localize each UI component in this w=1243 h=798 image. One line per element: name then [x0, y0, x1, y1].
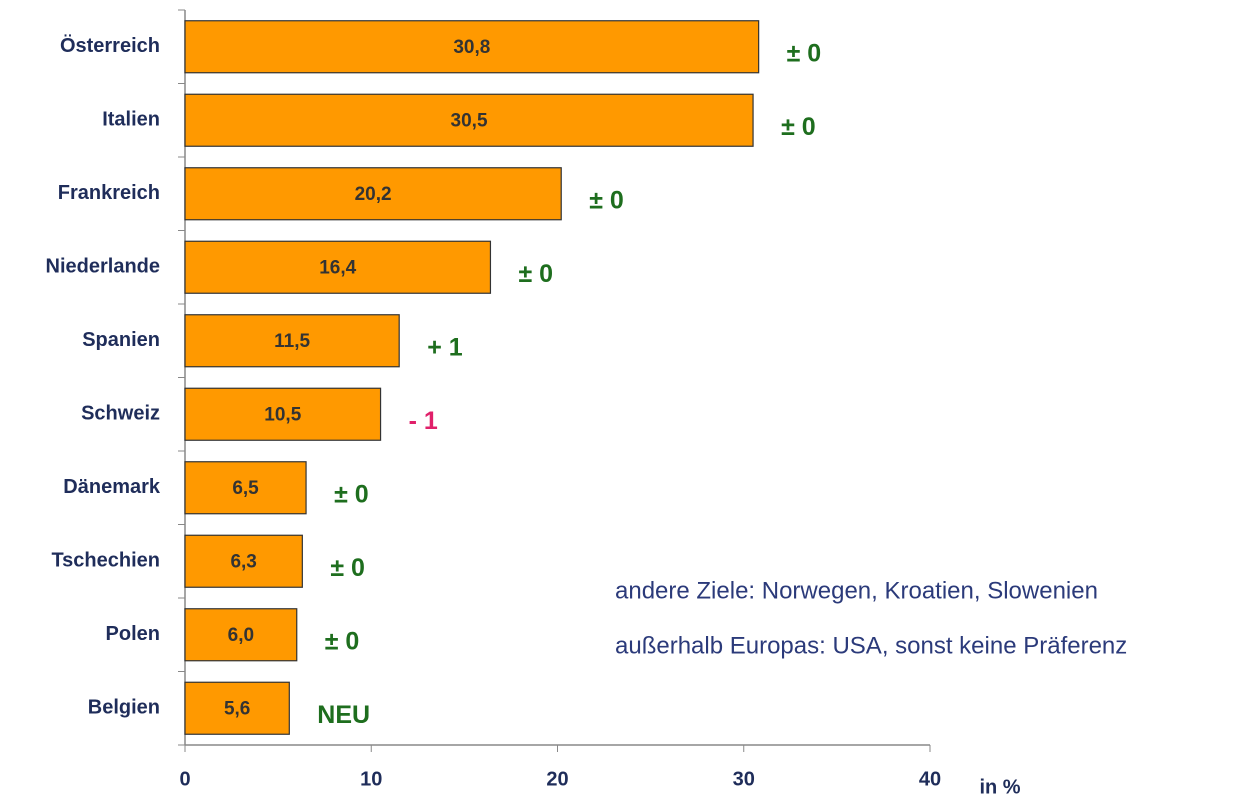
category-label: Polen	[106, 623, 160, 645]
bar	[184, 314, 400, 368]
category-label: Dänemark	[63, 476, 161, 498]
value-label: 10,5	[264, 404, 301, 425]
bar	[184, 608, 298, 662]
change-label: ± 0	[781, 113, 816, 141]
value-label: 6,0	[228, 625, 254, 646]
note: außerhalb Europas: USA, sonst keine Präf…	[615, 632, 1127, 659]
change-label: ± 0	[330, 554, 365, 582]
change-label: ± 0	[518, 260, 553, 288]
x-tick-label: 0	[179, 768, 190, 790]
bar	[184, 240, 492, 294]
change-label: ± 0	[334, 480, 369, 508]
change-label: ± 0	[325, 627, 360, 655]
bar	[184, 461, 307, 515]
x-tick-label: 40	[919, 768, 941, 790]
bar	[184, 167, 562, 221]
category-label: Österreich	[60, 34, 160, 57]
change-label: + 1	[427, 333, 463, 361]
x-axis-label: in %	[979, 776, 1020, 798]
category-label: Frankreich	[58, 182, 160, 204]
category-label: Niederlande	[46, 256, 160, 278]
change-label: - 1	[409, 407, 438, 435]
bar	[184, 387, 382, 441]
category-label: Italien	[102, 109, 160, 131]
value-label: 11,5	[274, 331, 310, 352]
value-label: 6,3	[230, 551, 256, 572]
category-label: Schweiz	[81, 403, 160, 425]
x-tick-label: 30	[733, 768, 755, 790]
change-label: ± 0	[589, 186, 624, 214]
bar	[184, 534, 303, 588]
note: andere Ziele: Norwegen, Kroatien, Slowen…	[615, 577, 1098, 604]
change-label: NEU	[317, 701, 370, 729]
x-tick-label: 10	[360, 768, 382, 790]
change-label: ± 0	[787, 39, 822, 67]
x-tick-label: 20	[546, 768, 568, 790]
bar	[184, 20, 760, 74]
category-label: Belgien	[88, 697, 160, 719]
bar	[184, 93, 754, 147]
value-label: 20,2	[355, 184, 392, 205]
value-label: 30,8	[453, 37, 490, 58]
bar	[184, 681, 290, 735]
value-label: 6,5	[232, 478, 259, 499]
category-label: Tschechien	[51, 550, 160, 572]
value-label: 16,4	[319, 257, 356, 278]
value-label: 5,6	[224, 698, 250, 719]
category-label: Spanien	[82, 329, 160, 351]
value-label: 30,5	[451, 110, 488, 131]
